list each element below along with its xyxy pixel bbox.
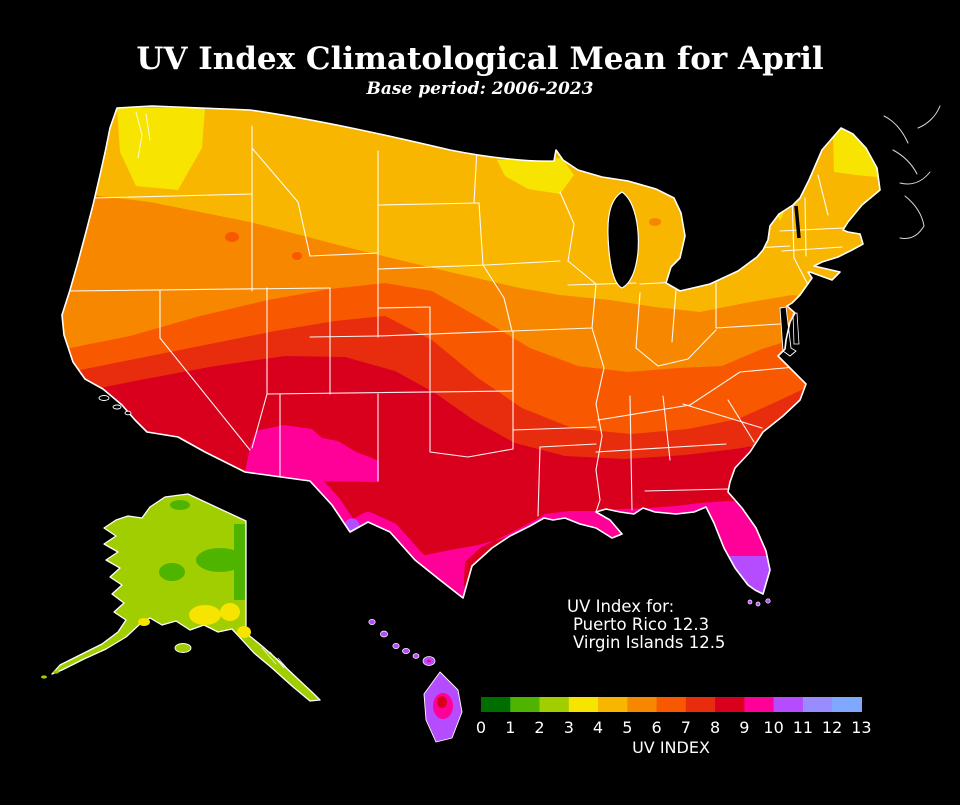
svg-text:5: 5 [622,718,632,737]
conus-coastline [61,105,881,599]
svg-text:0: 0 [476,718,486,737]
svg-text:1: 1 [505,718,515,737]
uv-local-spots [225,218,661,260]
hawaii-big-island [423,671,463,743]
aleutian-islands [41,670,59,679]
channel-islands [98,395,132,416]
svg-text:8: 8 [710,718,720,737]
colorbar-ticks: 0 1 2 3 4 5 6 7 8 9 10 11 12 13 [476,718,872,737]
canada-coast-lines [883,105,941,239]
svg-text:13: 13 [851,718,871,737]
territories-annotation: UV Index for: Puerto Rico 12.3 Virgin Is… [567,597,725,652]
lake-champlain [794,205,801,239]
page-title: UV Index Climatological Mean for April [136,41,823,77]
svg-text:9: 9 [739,718,749,737]
annotation-line1: UV Index for: [567,597,674,616]
hawaii-islands [368,619,436,666]
uv-band-9-10-south-texas [412,515,548,598]
puget-sound-lines [135,111,151,159]
great-lakes [607,191,801,289]
page-subtitle: Base period: 2006-2023 [366,79,594,99]
svg-text:3: 3 [564,718,574,737]
lake-michigan [607,191,639,289]
annotation-line2: Puerto Rico 12.3 [573,615,709,634]
uv-band-3-4-patches [117,108,878,221]
alaska-uv-patches [138,500,251,638]
kodiak-island [174,643,192,653]
svg-text:7: 7 [681,718,691,737]
svg-text:12: 12 [822,718,842,737]
alaska-inset [41,493,321,702]
svg-text:6: 6 [652,718,662,737]
colorbar-label: UV INDEX [632,738,710,757]
alaska-panhandle-fjords [261,647,293,675]
annotation-line3: Virgin Islands 12.5 [573,633,725,652]
svg-text:10: 10 [763,718,783,737]
florida-keys [747,598,771,607]
alaska-landmass [51,493,321,702]
svg-text:4: 4 [593,718,603,737]
colorbar-segments [481,697,862,712]
hawaii-inset [368,619,463,743]
svg-text:2: 2 [534,718,544,737]
colorbar: 0 1 2 3 4 5 6 7 8 9 10 11 12 13 UV INDEX [476,697,872,757]
uv-band-9-10-southwest [245,425,379,482]
svg-text:11: 11 [793,718,813,737]
